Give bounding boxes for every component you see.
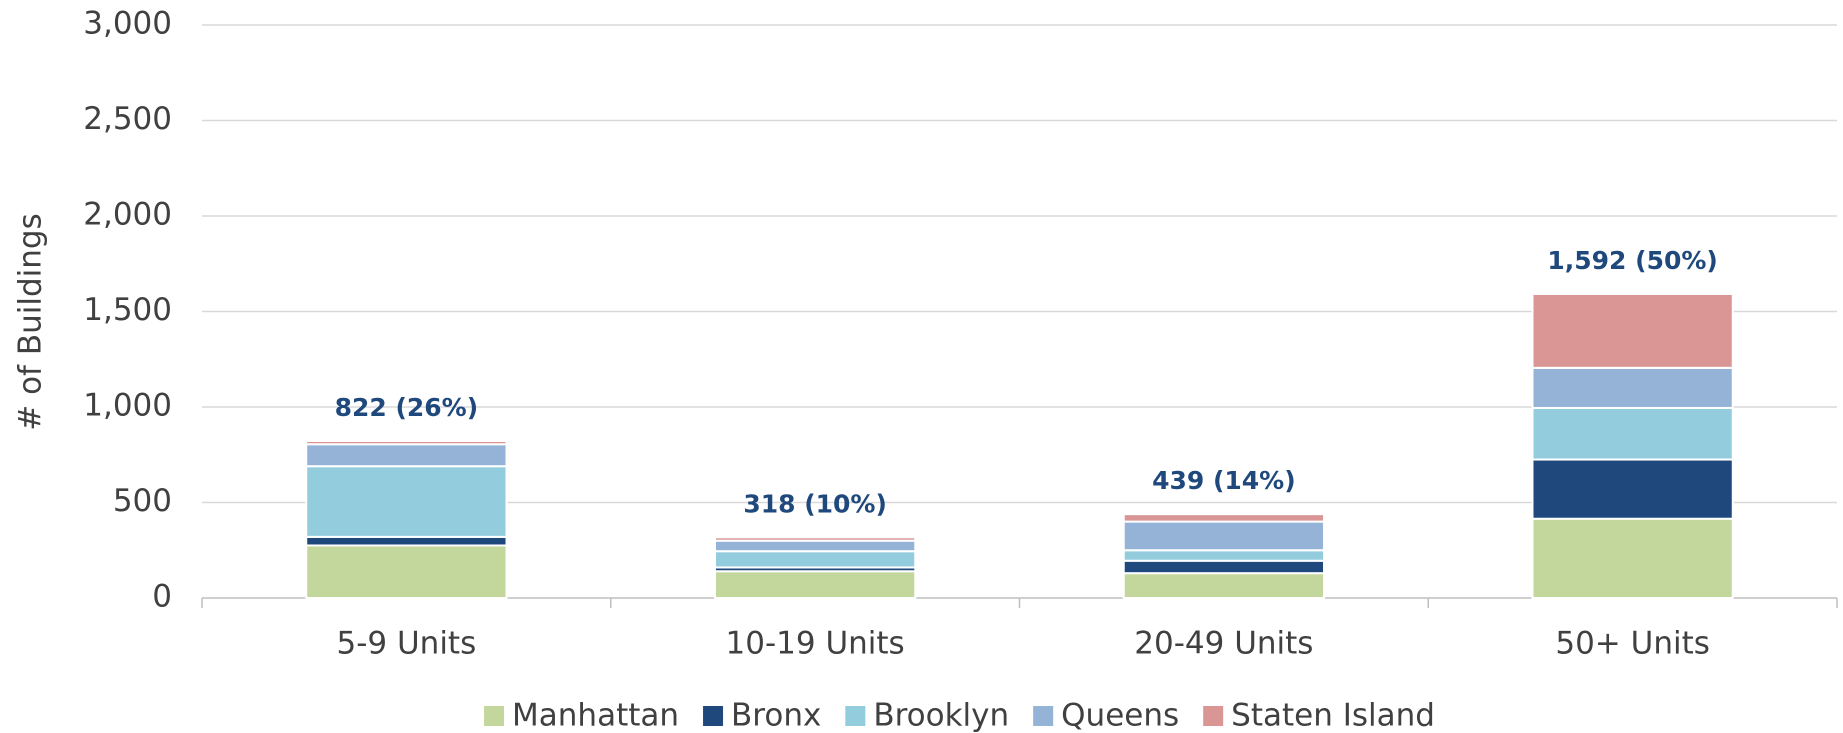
bar-segment xyxy=(1122,513,1326,523)
bar-segment xyxy=(1122,572,1326,599)
bar-segment xyxy=(1122,520,1326,552)
y-tick-label: 500 xyxy=(113,483,172,519)
legend-label: Bronx xyxy=(731,698,821,733)
y-tick-label: 1,500 xyxy=(83,292,172,328)
y-tick-label: 2,000 xyxy=(83,197,172,233)
total-label: 439 (14%) xyxy=(1152,466,1296,495)
legend-swatch xyxy=(845,706,866,726)
x-tick-label: 10-19 Units xyxy=(726,626,905,662)
bar-segment xyxy=(1531,517,1734,599)
legend-label: Brooklyn xyxy=(873,698,1009,733)
x-tick-label: 20-49 Units xyxy=(1134,626,1313,662)
bar-segment xyxy=(713,570,917,600)
bar-segment xyxy=(713,539,917,553)
y-tick-label: 2,500 xyxy=(83,101,172,137)
legend-label: Staten Island xyxy=(1231,698,1435,733)
legend-swatch xyxy=(703,706,724,726)
total-label: 318 (10%) xyxy=(743,489,887,518)
bar-segment xyxy=(1531,458,1734,520)
legend-swatch xyxy=(484,706,505,726)
bar-segment xyxy=(713,536,917,542)
bar-segment xyxy=(1122,549,1326,562)
bar-segment xyxy=(305,443,508,468)
bar-segment xyxy=(305,535,508,547)
total-label: 1,592 (50%) xyxy=(1547,246,1717,275)
legend-label: Manhattan xyxy=(512,698,679,733)
y-tick-label: 3,000 xyxy=(83,6,172,42)
bar-segment xyxy=(305,439,508,446)
y-tick-label: 1,000 xyxy=(83,388,172,424)
y-tick-label: 0 xyxy=(152,579,172,615)
x-tick-label: 50+ Units xyxy=(1555,626,1710,662)
legend-label: Queens xyxy=(1061,698,1179,733)
bar-segment xyxy=(305,544,508,599)
bar-segment xyxy=(1531,366,1734,409)
bar-segment xyxy=(713,550,917,569)
legend-swatch xyxy=(1203,706,1224,726)
y-axis-title: # of Buildings xyxy=(13,213,49,430)
bar-segment xyxy=(1531,292,1734,369)
bar-segment xyxy=(1531,406,1734,461)
legend-swatch xyxy=(1033,706,1054,726)
bar-segment xyxy=(305,465,508,538)
total-label: 822 (26%) xyxy=(335,393,479,422)
x-tick-label: 5-9 Units xyxy=(337,626,477,662)
bar-segment xyxy=(1122,559,1326,575)
